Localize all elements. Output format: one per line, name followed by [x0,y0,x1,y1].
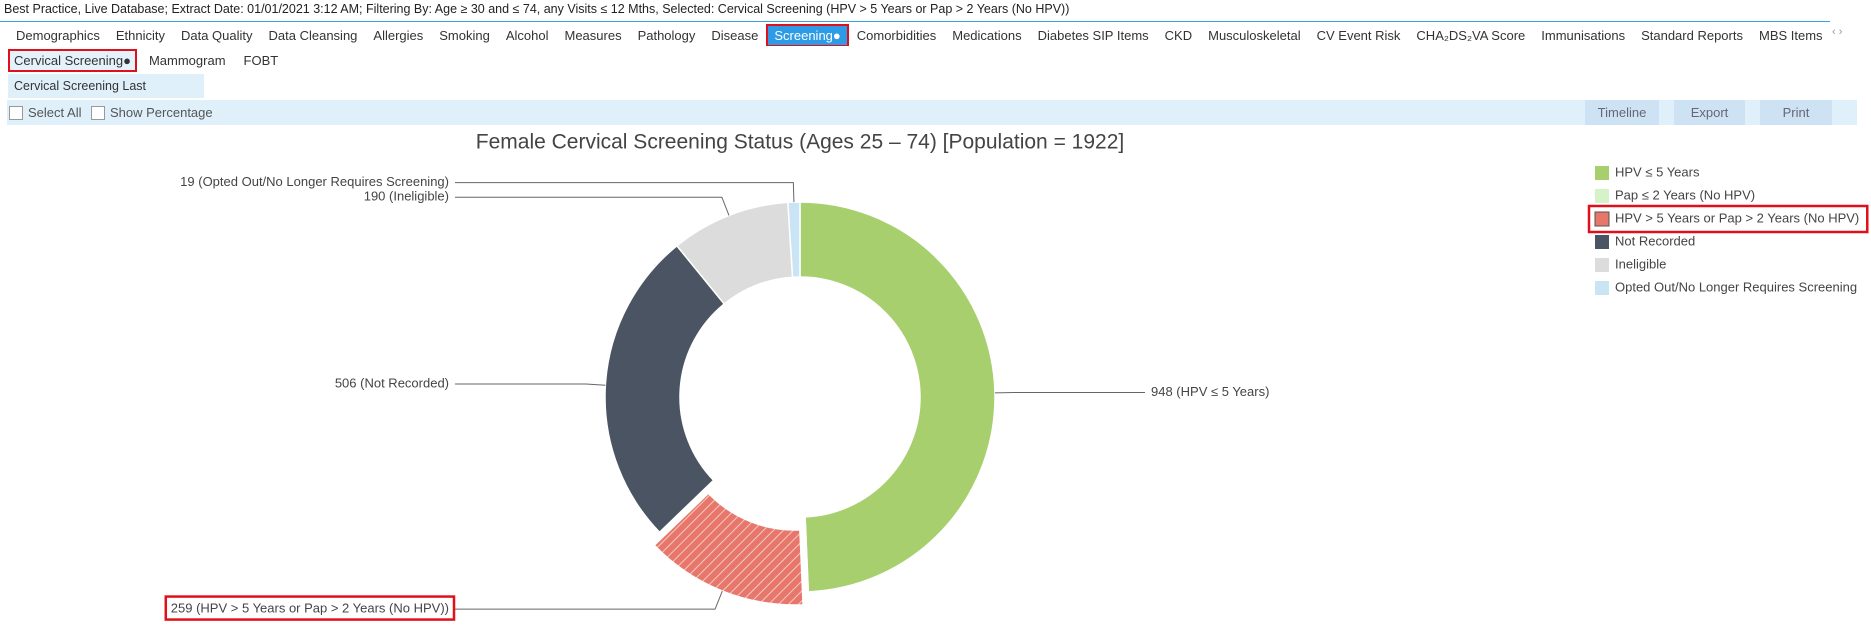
tab[interactable]: Screening● [766,24,849,46]
tab-bar: Demographics Ethnicity Data Quality Data Cl… [8,24,1838,46]
data-label: 259 (HPV > 5 Years or Pap > 2 Years (No … [171,601,449,616]
legend-swatch[interactable] [1594,211,1610,227]
tab[interactable]: Standard Reports [1641,27,1743,43]
donut-segment[interactable] [799,201,996,593]
checkbox[interactable]: Select All [9,105,81,120]
legend-swatch[interactable] [1595,235,1609,249]
button[interactable]: Export [1674,100,1745,125]
donut-segment[interactable] [787,201,801,279]
tab[interactable]: Musculoskeletal [1208,27,1301,43]
legend-swatch[interactable] [1595,166,1609,180]
legend-label[interactable]: HPV > 5 Years or Pap > 2 Years (No HPV) [1615,210,1859,225]
leader-line [455,182,795,203]
data-label: 190 (Ineligible) [364,189,449,204]
leader-line [455,590,723,610]
tab[interactable]: Smoking [439,27,490,43]
subtab[interactable]: FOBT [243,52,279,68]
tab[interactable]: Disease [711,27,759,43]
donut-segment[interactable] [604,244,726,534]
subtab-bar: Cervical Screening● Mammogram FOBT [8,48,290,72]
checkbox-label: Show Percentage [110,105,213,120]
segment-hatch [654,493,804,605]
button[interactable]: Print [1760,100,1832,125]
tab[interactable]: CV Event Risk [1316,27,1401,43]
tab[interactable]: Ethnicity [115,27,165,43]
data-label: 948 (HPV ≤ 5 Years) [1151,384,1269,399]
scroll-arrows[interactable]: ‹ › [1832,26,1843,38]
highlight-box [164,595,456,621]
legend-label[interactable]: Pap ≤ 2 Years (No HPV) [1615,187,1755,202]
tab[interactable]: Comorbidities [856,27,937,43]
tab[interactable]: Medications [952,27,1022,43]
leader-line [455,383,606,386]
legend-label[interactable]: Opted Out/No Longer Requires Screening [1615,279,1857,294]
tab[interactable]: Immunisations [1541,27,1626,43]
toolbar: Select All Show Percentage Timeline Expo… [7,100,1857,125]
highlight-box [1587,204,1869,234]
tab[interactable]: Diabetes SIP Items [1037,27,1149,43]
donut-segment[interactable] [804,516,810,592]
tab[interactable]: Alcohol [505,27,549,43]
legend-label[interactable]: HPV ≤ 5 Years [1615,164,1700,179]
legend-swatch[interactable] [1595,258,1609,272]
tab[interactable]: MBS Items [1758,27,1823,43]
tab[interactable]: Data Cleansing [268,27,358,43]
tab[interactable]: Data Quality [180,27,253,43]
legend-label[interactable]: Ineligible [1615,256,1666,271]
checkbox-label: Select All [28,105,82,120]
tab[interactable]: CKD [1164,27,1193,43]
chart-title: Female Cervical Screening Status (Ages 2… [476,131,1124,154]
tab[interactable]: Allergies [373,27,424,43]
subtab[interactable]: Cervical Screening● [8,48,137,72]
report-tab[interactable]: Cervical Screening Last Recorded● [8,74,204,117]
tab[interactable]: Pathology [637,27,696,43]
divider [0,21,1830,22]
legend-swatch[interactable] [1595,189,1609,203]
tab[interactable]: Demographics [16,27,100,43]
leader-line [455,196,730,216]
tab[interactable]: CHA₂DS₂VA Score [1416,27,1526,43]
legend-label[interactable]: Not Recorded [1615,233,1695,248]
data-label: 19 (Opted Out/No Longer Requires Screeni… [180,174,449,189]
checkbox[interactable]: Show Percentage [91,105,213,120]
subtab[interactable]: Mammogram [148,52,226,68]
legend-swatch[interactable] [1595,281,1609,295]
chart: Female Cervical Screening Status (Ages 2… [164,131,1869,621]
status-bar: Best Practice, Live Database; Extract Da… [4,2,1070,16]
data-label: 506 (Not Recorded) [335,375,449,390]
button[interactable]: Timeline [1585,100,1659,125]
tab[interactable]: Measures [564,27,622,43]
